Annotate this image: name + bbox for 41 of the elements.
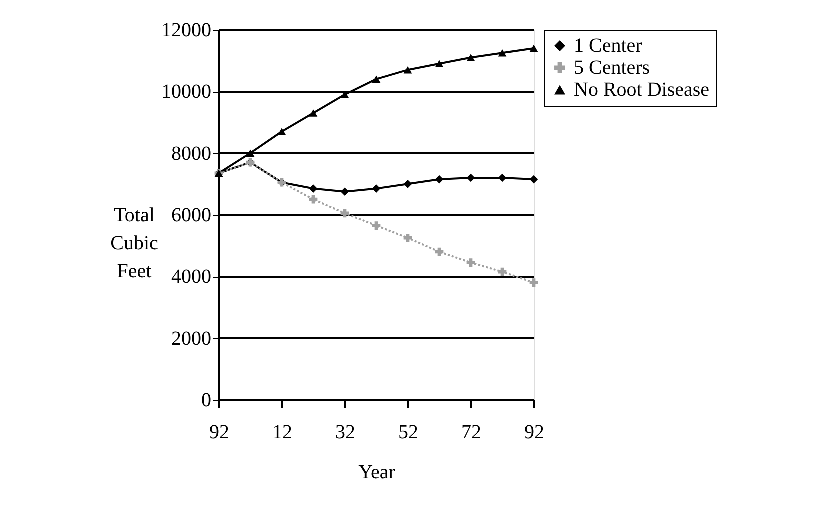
point — [372, 184, 381, 193]
point — [372, 76, 381, 83]
x-tick-label: 32 — [336, 422, 356, 444]
point — [530, 44, 538, 52]
point — [372, 222, 381, 230]
x-tick-label: 72 — [462, 422, 482, 444]
point — [530, 278, 538, 288]
y-axis-title: Total Cubic Feet — [110, 204, 159, 282]
point — [435, 175, 444, 184]
legend-label: 1 Center — [574, 35, 643, 57]
point — [278, 128, 286, 136]
point — [309, 110, 318, 117]
x-axis-title: Year — [358, 462, 396, 484]
x-tick-label: 92 — [210, 422, 230, 444]
point — [435, 60, 444, 68]
point — [404, 180, 412, 188]
y-tick-label: 0 — [202, 390, 212, 412]
point — [309, 195, 318, 204]
point — [340, 91, 350, 98]
legend-label: No Root Disease — [574, 79, 710, 101]
y-tick-label: 2000 — [172, 328, 212, 350]
point — [466, 174, 476, 182]
y-tick-label: 6000 — [172, 204, 212, 226]
point — [498, 174, 507, 182]
point — [246, 150, 255, 157]
point — [309, 184, 318, 193]
x-tick-label: 52 — [398, 422, 418, 444]
x-tick-label: 92 — [524, 422, 544, 444]
x-tick-label: 12 — [272, 422, 292, 444]
legend-label: 5 Centers — [574, 57, 650, 79]
point — [530, 175, 538, 184]
point — [466, 258, 476, 267]
point — [404, 234, 412, 242]
point — [404, 66, 412, 74]
y-tick-label: 12000 — [162, 20, 212, 42]
y-tick-label: 10000 — [162, 81, 212, 104]
point — [466, 54, 476, 62]
point — [498, 50, 507, 57]
y-tick-label: 4000 — [172, 266, 212, 288]
point — [340, 188, 350, 196]
y-tick-label: 8000 — [172, 142, 212, 165]
